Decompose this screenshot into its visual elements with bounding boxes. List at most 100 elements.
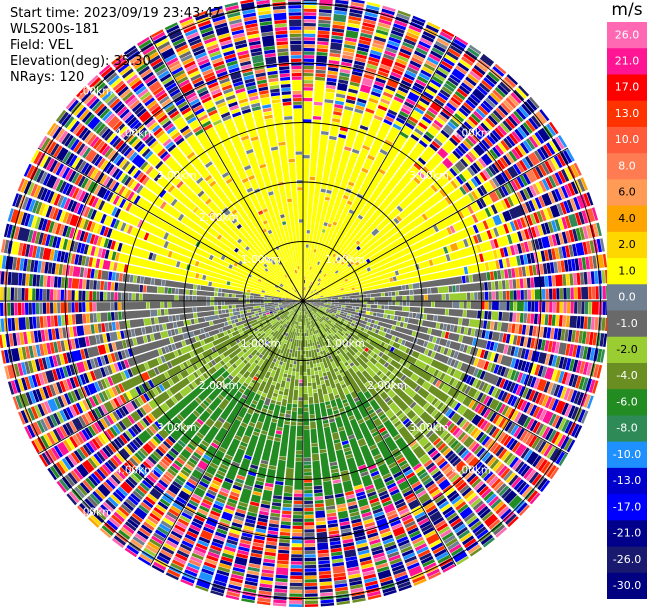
- range-gate: [198, 333, 207, 341]
- range-gate: [368, 326, 373, 331]
- range-gate: [339, 68, 351, 74]
- range-gate: [383, 589, 397, 597]
- range-gate: [571, 423, 580, 437]
- range-gate: [166, 389, 173, 397]
- range-gate: [136, 336, 145, 345]
- range-gate: [498, 417, 507, 428]
- range-gate: [526, 98, 538, 111]
- range-gate: [127, 495, 139, 506]
- range-gate: [397, 10, 411, 17]
- range-gate: [105, 389, 112, 400]
- range-gate: [373, 383, 379, 389]
- range-gate: [310, 328, 313, 332]
- range-gate: [600, 349, 606, 363]
- range-gate: [214, 333, 242, 351]
- range-gate: [452, 442, 462, 452]
- range-gate: [167, 287, 172, 294]
- range-gate: [423, 63, 436, 72]
- range-gate: [467, 166, 476, 177]
- range-gate: [197, 508, 209, 516]
- range-gate: [365, 311, 370, 315]
- range-gate: [303, 232, 325, 301]
- range-gate: [334, 270, 339, 274]
- range-gate: [309, 317, 312, 321]
- range-gate: [143, 318, 152, 326]
- range-gate: [332, 335, 337, 340]
- range-gate: [398, 584, 412, 592]
- range-gate: [549, 301, 553, 313]
- range-gate: [556, 385, 564, 398]
- range-gate: [256, 524, 267, 530]
- range-gate: [52, 383, 60, 395]
- range-gate: [363, 390, 372, 400]
- range-gate: [490, 478, 502, 489]
- range-gate: [21, 288, 25, 301]
- range-gate: [407, 527, 419, 535]
- range-gate: [517, 144, 527, 156]
- range-gate: [109, 331, 118, 342]
- range-gate: [175, 261, 181, 268]
- range-gate: [303, 304, 305, 315]
- range-gate: [519, 189, 528, 201]
- range-gate: [227, 320, 232, 325]
- range-gate: [1, 334, 7, 348]
- range-gate: [403, 552, 416, 560]
- range-gate: [241, 594, 256, 601]
- range-gate: [602, 285, 606, 300]
- range-gate: [412, 508, 424, 517]
- range-gate: [363, 301, 367, 304]
- range-gate: [78, 290, 82, 301]
- range-gate: [534, 439, 544, 451]
- range-gate: [289, 322, 292, 327]
- range-gate: [278, 319, 282, 323]
- range-gate: [49, 342, 55, 354]
- range-gate: [554, 370, 562, 383]
- range-gate: [473, 64, 486, 76]
- range-gate: [304, 554, 316, 558]
- range-gate: [513, 219, 520, 231]
- range-gate: [208, 397, 222, 412]
- range-gate: [574, 301, 578, 314]
- range-gate: [537, 365, 544, 377]
- range-gate: [250, 293, 261, 297]
- range-gate: [447, 437, 457, 447]
- range-gate: [93, 453, 103, 465]
- range-gate: [272, 367, 281, 382]
- range-gate: [577, 301, 582, 314]
- range-gate: [390, 359, 402, 370]
- range-gate: [303, 301, 324, 316]
- range-gate: [335, 0, 349, 5]
- range-gate: [350, 314, 355, 318]
- range-gate: [520, 400, 528, 412]
- range-gate: [42, 343, 48, 356]
- range-gate: [562, 274, 567, 286]
- range-gate: [47, 329, 53, 341]
- range-gate: [248, 337, 256, 344]
- range-gate: [368, 56, 380, 63]
- range-gate: [564, 372, 572, 386]
- range-gate: [482, 422, 491, 432]
- range-gate: [189, 289, 193, 295]
- range-gate: [68, 277, 73, 289]
- range-gate: [269, 519, 280, 525]
- range-gate: [18, 347, 24, 361]
- range-gate: [523, 401, 531, 413]
- range-gate: [530, 337, 536, 349]
- range-gate: [459, 158, 469, 168]
- range-gate: [275, 574, 288, 579]
- range-gate: [308, 396, 314, 404]
- range-gate: [546, 446, 556, 459]
- range-gate: [36, 420, 45, 433]
- range-gate: [218, 490, 229, 498]
- range-gate: [588, 379, 596, 393]
- range-gate: [193, 329, 202, 336]
- range-gate: [412, 53, 425, 62]
- range-gate: [266, 537, 278, 542]
- range-gate: [330, 547, 342, 553]
- range-gate: [282, 395, 288, 400]
- range-gate: [238, 376, 247, 385]
- range-gate: [303, 80, 314, 84]
- range-gate: [218, 288, 222, 293]
- range-gate: [529, 492, 541, 505]
- range-gate: [499, 291, 503, 300]
